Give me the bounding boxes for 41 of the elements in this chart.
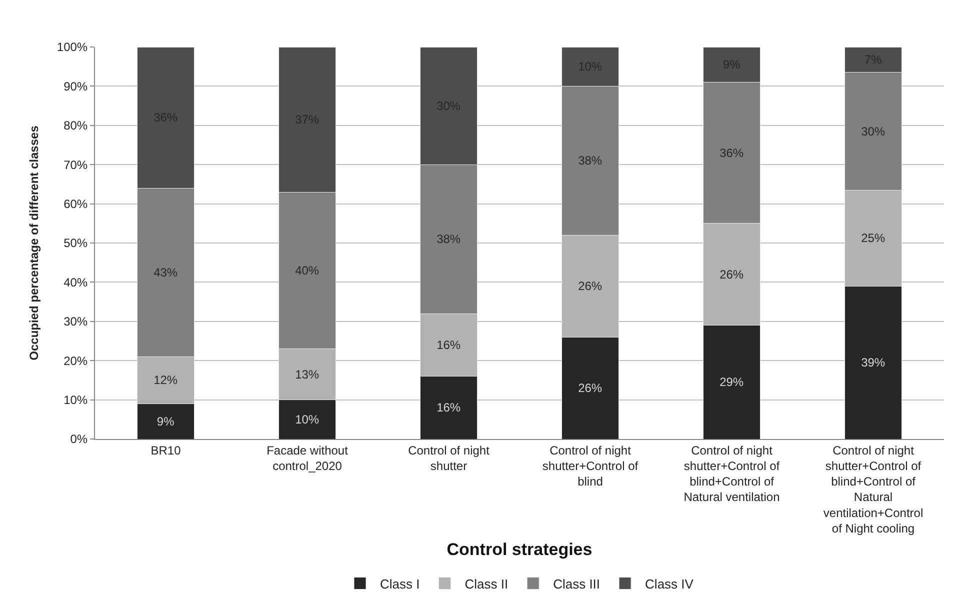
data-label: 40%: [295, 263, 320, 278]
y-tick-label: 50%: [64, 236, 88, 250]
y-tick-label: 10%: [64, 393, 88, 407]
data-label: 26%: [720, 267, 744, 282]
data-label: 39%: [861, 356, 886, 370]
data-label: 26%: [578, 279, 602, 294]
x-axis-title: Control strategies: [446, 540, 592, 559]
y-tick-label: 40%: [64, 275, 88, 290]
data-label: 16%: [436, 338, 461, 352]
y-tick-label: 90%: [64, 79, 88, 94]
y-tick-label: 30%: [64, 314, 88, 329]
y-tick-label: 80%: [64, 118, 88, 133]
x-tick-label: Control of night shutter+Control of blind+Control of Natural ventilation: [684, 443, 780, 504]
data-label: 13%: [295, 367, 320, 382]
y-tick-label: 70%: [64, 158, 88, 172]
data-label: 9%: [156, 414, 175, 428]
data-label: 16%: [436, 400, 461, 415]
data-label: 10%: [295, 412, 320, 426]
legend-label: Class I: [380, 576, 420, 592]
y-axis-title: Occupied percentage of different classes: [27, 125, 42, 360]
y-tick-label: 60%: [64, 197, 88, 211]
x-tick-label: Control of night shutter: [408, 443, 490, 473]
data-label: 25%: [861, 231, 886, 246]
data-label: 36%: [720, 146, 744, 160]
y-tick-label: 0%: [70, 432, 88, 446]
data-label: 38%: [578, 154, 602, 168]
data-label: 43%: [154, 265, 178, 280]
x-tick-label: Facade without control_2020: [266, 443, 349, 473]
legend-label: Class IV: [645, 576, 694, 592]
y-tick-label: 100%: [56, 40, 88, 54]
y-tick-label: 20%: [64, 354, 88, 368]
x-tick-label: Control of night shutter+Control of blind: [542, 443, 639, 489]
x-tick-label: BR10: [150, 443, 182, 458]
data-label: 29%: [720, 375, 744, 390]
x-tick-label: Control of night shutter+Control of blind+Control of Natural ventilation+Control of Night cooling: [823, 443, 924, 536]
legend-label: Class III: [553, 576, 600, 592]
legend-label: Class II: [464, 576, 508, 592]
data-label: 12%: [154, 373, 178, 388]
data-label: 30%: [861, 124, 886, 138]
data-label: 38%: [436, 232, 461, 246]
data-label: 26%: [578, 381, 602, 396]
